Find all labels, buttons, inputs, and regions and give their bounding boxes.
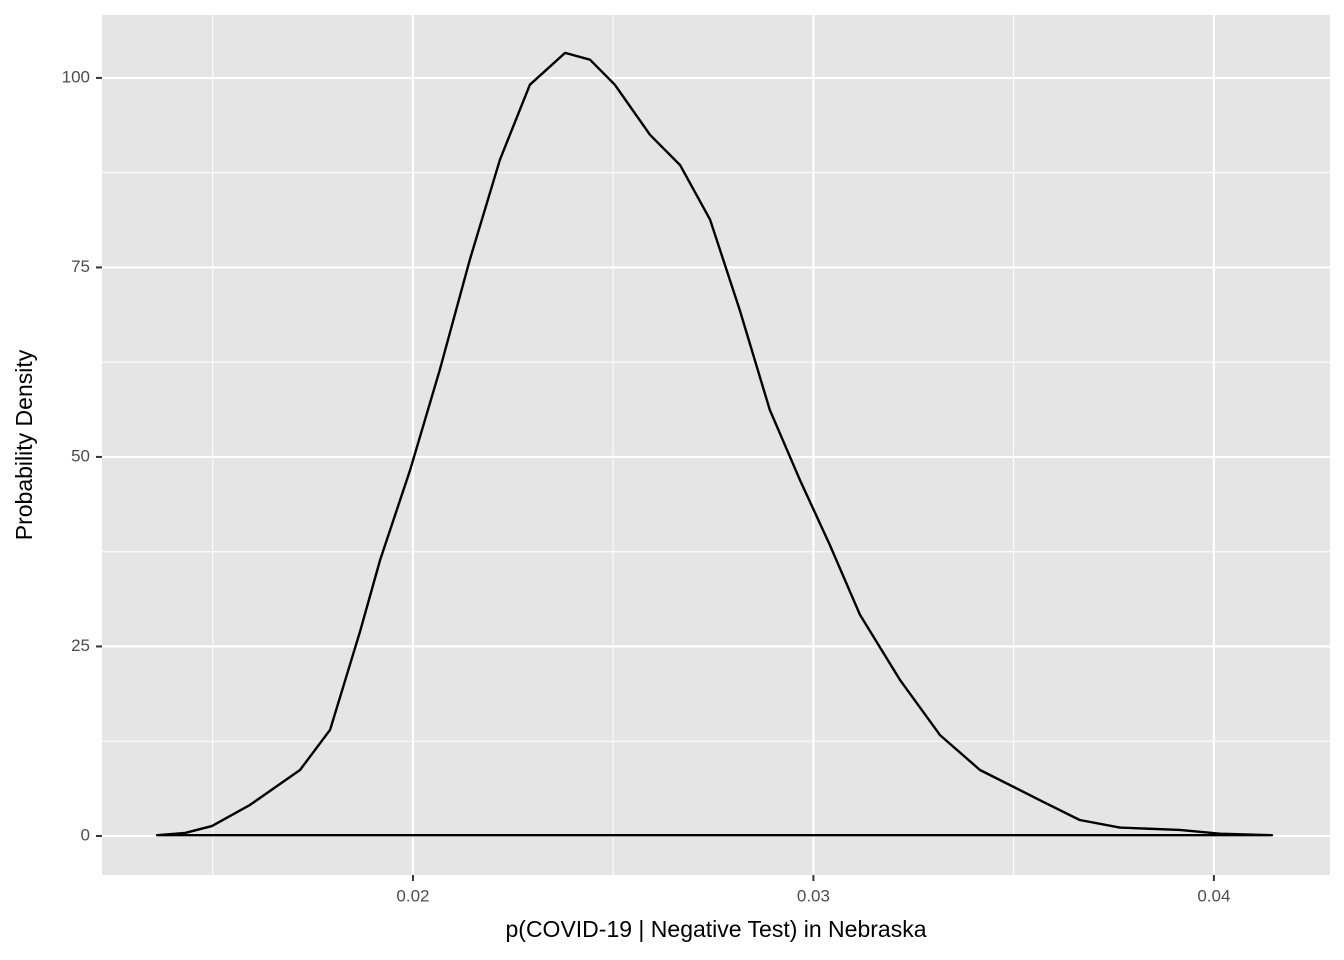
x-axis-label: p(COVID-19 | Negative Test) in Nebraska — [506, 916, 927, 942]
density-curve — [155, 51, 1274, 837]
plot-panel — [102, 15, 1330, 875]
y-axis-label: Probability Density — [11, 349, 37, 540]
y-tick-label: 0 — [81, 825, 90, 844]
x-tick-label: 0.04 — [1197, 886, 1230, 905]
x-tick-label: 0.03 — [797, 886, 830, 905]
y-tick-label: 25 — [71, 636, 90, 655]
x-tick-label: 0.02 — [396, 886, 429, 905]
marks — [155, 51, 1274, 837]
y-tick-label: 75 — [71, 257, 90, 276]
y-tick-label: 50 — [71, 446, 90, 465]
y-tick-label: 100 — [62, 67, 90, 86]
